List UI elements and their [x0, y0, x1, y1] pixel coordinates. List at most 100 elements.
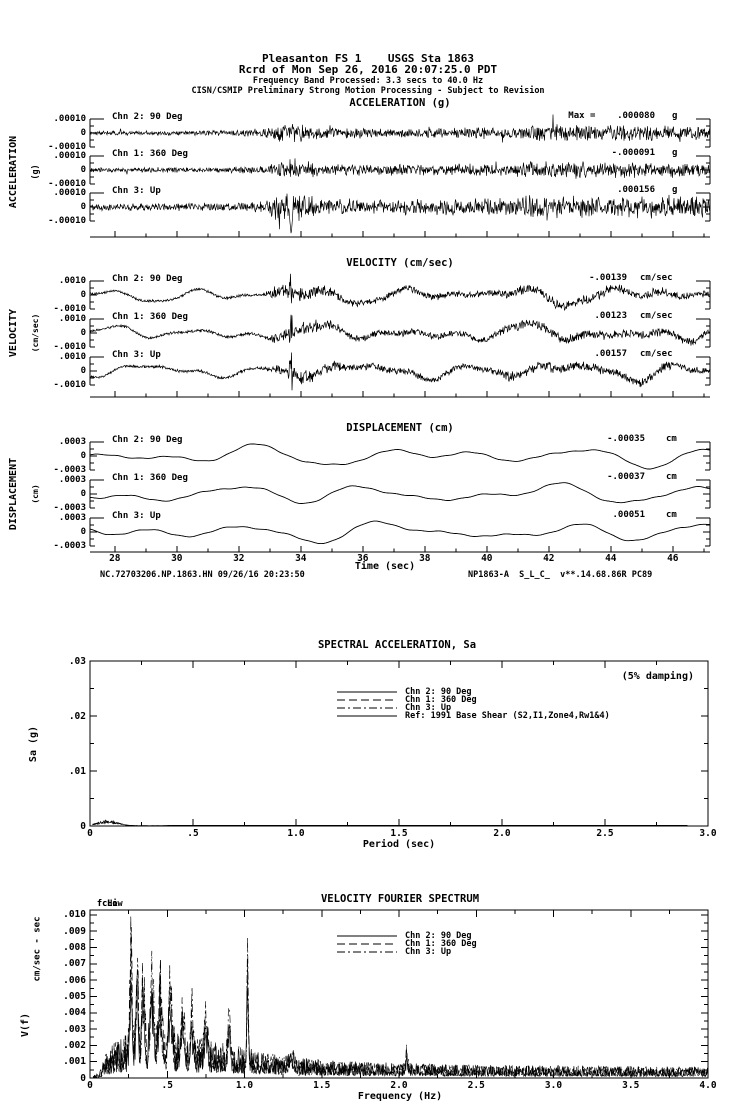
y-scale-label: -.0010: [53, 303, 86, 314]
channel-label: Chn 2: 90 Deg: [112, 274, 183, 284]
left-scale-bracket: [89, 517, 104, 547]
right-scale-bracket: [696, 441, 711, 471]
peak-units-label: cm: [666, 472, 677, 482]
peak-units-label: g: [672, 111, 678, 121]
velocity-title: VELOCITY (cm/sec): [346, 257, 454, 269]
velocity-y-axis-units: (cm/sec): [31, 313, 40, 353]
sa-y-axis-label: Sa (g): [28, 725, 39, 763]
y-tick-label: .008: [63, 942, 86, 953]
fclow-corner-label: fcLow: [97, 899, 123, 909]
peak-units-label: cm/sec: [640, 311, 673, 321]
x-tick-label: 4.0: [699, 1080, 717, 1091]
y-zero-label: 0: [80, 164, 86, 175]
time-tick-label: 38: [419, 553, 431, 564]
fchi-corner-label: fcHi: [97, 899, 118, 909]
spectral-acceleration-title: SPECTRAL ACCELERATION, Sa: [317, 639, 477, 651]
displacement-time-series-trace-1: [89, 482, 711, 504]
x-tick-label: 1.0: [287, 828, 305, 839]
y-scale-label: .0003: [58, 436, 86, 447]
channel-label: Chn 3: Up: [112, 186, 161, 196]
y-tick-label: .001: [63, 1056, 86, 1068]
y-scale-label: -.00010: [48, 215, 86, 226]
peak-value-label: -.00037: [607, 472, 645, 482]
velocity-fourier-spectrum-frame: [89, 909, 709, 1079]
channel-label: Chn 1: 360 Deg: [112, 473, 188, 483]
legend-label: Chn 3: Up: [405, 703, 452, 713]
x-tick-label: 3.0: [544, 1080, 563, 1091]
acceleration-y-axis-units: (g): [30, 164, 41, 180]
damping-annotation: (5% damping): [621, 671, 694, 682]
y-scale-label: -.0003: [53, 540, 86, 551]
y-zero-label: 0: [80, 127, 86, 138]
y-tick-label: .002: [63, 1039, 86, 1051]
y-tick-label: .007: [63, 958, 86, 970]
displacement-y-axis-label: DISPLACEMENT: [8, 457, 19, 531]
peak-units-label: g: [672, 185, 678, 195]
y-scale-label: .00010: [53, 150, 86, 161]
peak-value-label: .000156: [617, 185, 655, 195]
peak-units-label: cm/sec: [640, 273, 673, 283]
x-tick-label: .5: [187, 828, 199, 839]
y-scale-label: .0010: [58, 313, 86, 324]
left-scale-bracket: [89, 356, 104, 386]
peak-value-label: .00157: [594, 349, 627, 359]
peak-value-label: .00051: [612, 510, 645, 520]
time-tick-label: 28: [109, 553, 121, 564]
displacement-time-series-trace-0: [89, 443, 711, 470]
acceleration-time-series-trace-0: [89, 114, 711, 143]
x-tick-label: 2.5: [467, 1080, 485, 1091]
y-tick-label: 0: [80, 1072, 86, 1084]
velocity-y-axis-label: VELOCITY: [8, 308, 19, 358]
y-tick-label: .006: [63, 974, 86, 986]
displacement-y-axis-units: (cm): [31, 484, 40, 504]
y-tick-label: .03: [68, 655, 86, 667]
y-scale-label: .0003: [58, 512, 86, 523]
right-scale-bracket: [696, 517, 711, 547]
velocity-time-series-trace-2: [89, 352, 711, 391]
peak-value-label: -.000091: [611, 148, 655, 158]
legend-label: Chn 2: 90 Deg: [405, 931, 472, 941]
y-tick-label: .01: [68, 765, 86, 777]
fourier-y-axis-units: cm/sec - sec: [32, 916, 43, 982]
record-id-footer: NC.72703206.NP.1863.HN 09/26/16 20:23:50: [100, 570, 305, 580]
fourier-curve-0: [92, 974, 708, 1079]
y-scale-label: .00010: [53, 187, 86, 198]
y-scale-label: -.0003: [53, 502, 86, 513]
right-scale-bracket: [696, 318, 711, 348]
peak-units-label: cm: [666, 434, 677, 444]
y-tick-label: .010: [63, 909, 86, 921]
fourier-spectrum-title: VELOCITY FOURIER SPECTRUM: [320, 893, 480, 905]
time-tick-label: 36: [357, 553, 369, 564]
y-scale-label: -.0003: [53, 464, 86, 475]
velocity-time-series-trace-0: [89, 273, 711, 312]
fourier-y-axis-label: V(f): [20, 1012, 31, 1038]
y-zero-label: 0: [80, 201, 86, 212]
peak-units-label: g: [672, 148, 678, 158]
x-tick-label: 2.0: [390, 1080, 408, 1091]
channel-label: Chn 2: 90 Deg: [112, 112, 183, 122]
channel-label: Chn 3: Up: [112, 350, 161, 360]
y-scale-label: .00010: [53, 113, 86, 124]
displacement-title: DISPLACEMENT (cm): [346, 422, 454, 434]
legend-label: Chn 1: 360 Deg: [405, 939, 477, 949]
time-tick-label: 30: [171, 553, 183, 564]
y-tick-label: .004: [63, 1007, 86, 1019]
peak-units-label: cm: [666, 510, 677, 520]
left-scale-bracket: [89, 192, 104, 222]
y-zero-label: 0: [80, 488, 86, 499]
peak-value-label: .00123: [594, 311, 627, 321]
y-tick-label: .005: [63, 990, 86, 1002]
x-tick-label: 1.5: [390, 828, 408, 839]
displacement-time-series-trace-2: [89, 520, 711, 545]
legend-label: Chn 2: 90 Deg: [405, 687, 472, 697]
acceleration-y-axis-label: ACCELERATION: [8, 135, 19, 209]
y-scale-label: -.0010: [53, 379, 86, 390]
y-zero-label: 0: [80, 450, 86, 461]
y-tick-label: 0: [80, 820, 86, 832]
y-zero-label: 0: [80, 365, 86, 376]
peak-value-label: -.00035: [607, 434, 645, 444]
time-tick-label: 32: [233, 553, 245, 564]
right-scale-bracket: [696, 479, 711, 509]
